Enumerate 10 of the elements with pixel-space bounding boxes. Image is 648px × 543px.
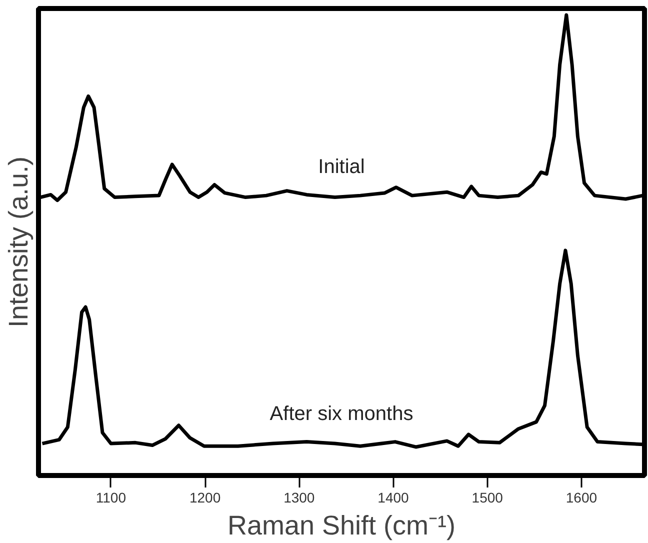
series-label: After six months	[270, 402, 414, 425]
x-tick-label: 1100	[96, 490, 126, 506]
x-axis-title: Raman Shift (cm⁻¹)	[227, 510, 456, 540]
x-tick-label: 1500	[472, 490, 504, 506]
x-tick-label: 1600	[566, 490, 598, 506]
y-axis-title: Intensity (a.u.)	[4, 156, 34, 328]
x-tick-label: 1200	[189, 490, 221, 506]
x-tick-label: 1400	[378, 490, 410, 506]
series-label: Initial	[318, 156, 365, 178]
x-tick-label: 1300	[284, 490, 315, 506]
